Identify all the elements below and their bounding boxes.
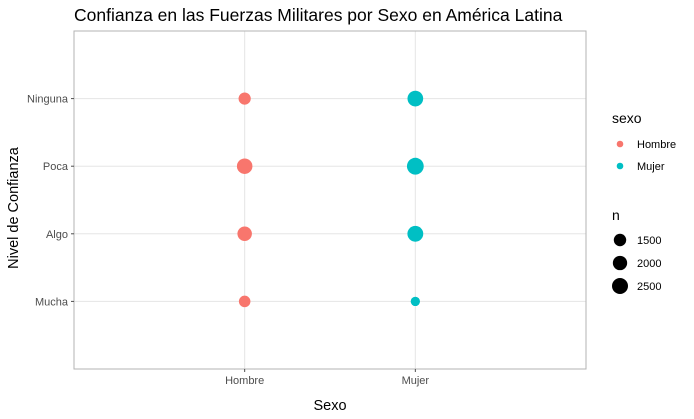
- x-tick-label: Mujer: [402, 375, 430, 387]
- data-point-hombre-ninguna: [238, 92, 251, 105]
- y-axis-title: Nivel de Confianza: [6, 146, 22, 269]
- color-legend: sexo Hombre Mujer: [612, 110, 676, 173]
- y-tick-label: Poca: [43, 161, 69, 173]
- y-tick-label: Mucha: [35, 296, 69, 308]
- data-points: [236, 90, 424, 308]
- data-point-hombre-algo: [237, 226, 252, 242]
- chart-title: Confianza en las Fuerzas Militares por S…: [74, 5, 563, 25]
- data-point-mujer-mucha: [410, 296, 420, 307]
- data-point-mujer-ninguna: [407, 90, 424, 107]
- legend-label-mujer: Mujer: [637, 161, 665, 173]
- data-point-mujer-algo: [407, 225, 424, 242]
- y-tick-label: Algo: [46, 229, 68, 241]
- x-axis: Hombre Mujer: [225, 369, 429, 387]
- x-tick-label: Hombre: [225, 375, 264, 387]
- legend-label-hombre: Hombre: [637, 139, 676, 151]
- size-legend: n 1500 2000 2500: [612, 207, 661, 294]
- data-point-mujer-poca: [406, 157, 424, 175]
- size-key-2000: [612, 255, 628, 271]
- size-key-1500: [613, 233, 627, 247]
- data-point-hombre-mucha: [238, 295, 251, 308]
- y-axis: Mucha Algo Poca Ninguna: [27, 94, 74, 308]
- legend-key-hombre: [616, 140, 624, 148]
- size-label-2500: 2500: [637, 281, 661, 293]
- panel-background: [74, 31, 586, 369]
- size-label-1500: 1500: [637, 235, 661, 247]
- size-legend-title: n: [612, 207, 620, 223]
- legend-key-mujer: [616, 162, 624, 170]
- y-tick-label: Ninguna: [27, 94, 69, 106]
- size-key-2500: [612, 278, 628, 294]
- size-label-2000: 2000: [637, 258, 661, 270]
- x-axis-title: Sexo: [313, 398, 346, 414]
- panel-border: [73, 30, 587, 370]
- color-legend-title: sexo: [612, 110, 642, 126]
- data-point-hombre-poca: [236, 158, 253, 174]
- plot-panel: [73, 30, 587, 370]
